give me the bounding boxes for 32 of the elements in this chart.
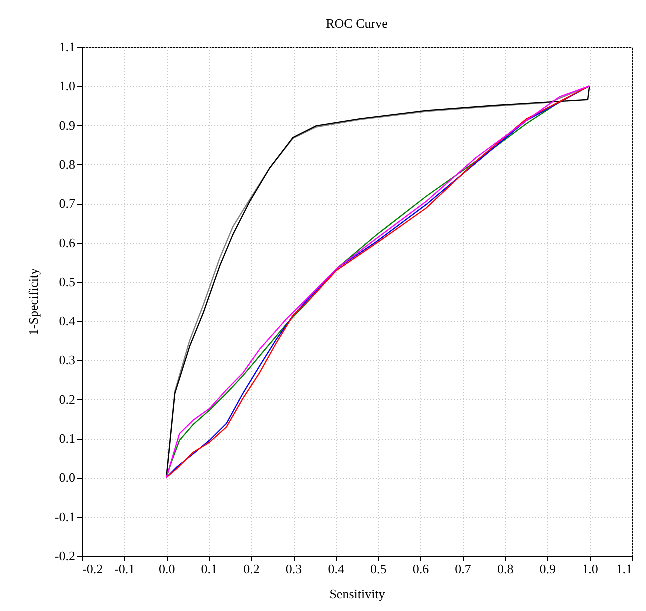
y-tick-label: -0.2 <box>54 548 76 564</box>
x-axis-title: Sensitivity <box>330 586 386 602</box>
x-tick-label: 0.1 <box>201 562 218 576</box>
y-tick-label: -0.1 <box>54 509 76 524</box>
x-tick-label: 0.9 <box>540 562 556 576</box>
y-axis-title: 1-Specificity <box>26 268 41 336</box>
y-tick-label: 0.8 <box>59 156 76 172</box>
x-tick-label: 0.8 <box>497 562 514 576</box>
x-tick-label: -0.1 <box>114 562 136 576</box>
y-tick-label: 0.7 <box>59 196 76 212</box>
y-tick-label: 0.5 <box>59 274 76 290</box>
y-tick-label: 0.4 <box>59 314 76 329</box>
x-tick-label: 0.5 <box>370 562 387 576</box>
x-tick-label: 1.1 <box>616 562 632 576</box>
x-tick-label: 1.0 <box>582 562 598 576</box>
x-tick-label: 0.7 <box>455 562 472 576</box>
y-tick-label: 1.0 <box>59 78 76 94</box>
y-tick-label: 0.6 <box>59 235 76 250</box>
x-tick-label: 0.2 <box>244 562 260 576</box>
y-tick-label: 0.0 <box>59 470 76 486</box>
y-tick-label: 0.1 <box>59 431 76 446</box>
y-tick-label: 0.3 <box>59 352 76 368</box>
y-tick-label: 0.9 <box>59 118 76 133</box>
x-tick-label: 0.3 <box>286 562 302 576</box>
y-tick-label: 1.1 <box>59 40 76 54</box>
y-tick-label: 0.2 <box>59 392 76 407</box>
x-tick-label: 0.6 <box>412 562 430 576</box>
x-tick-label: -0.2 <box>82 562 104 576</box>
x-tick-label: 0.4 <box>328 562 345 576</box>
x-tick-label: 0.0 <box>158 562 176 576</box>
line-series <box>166 86 590 478</box>
chart-title: ROC Curve <box>326 16 388 31</box>
